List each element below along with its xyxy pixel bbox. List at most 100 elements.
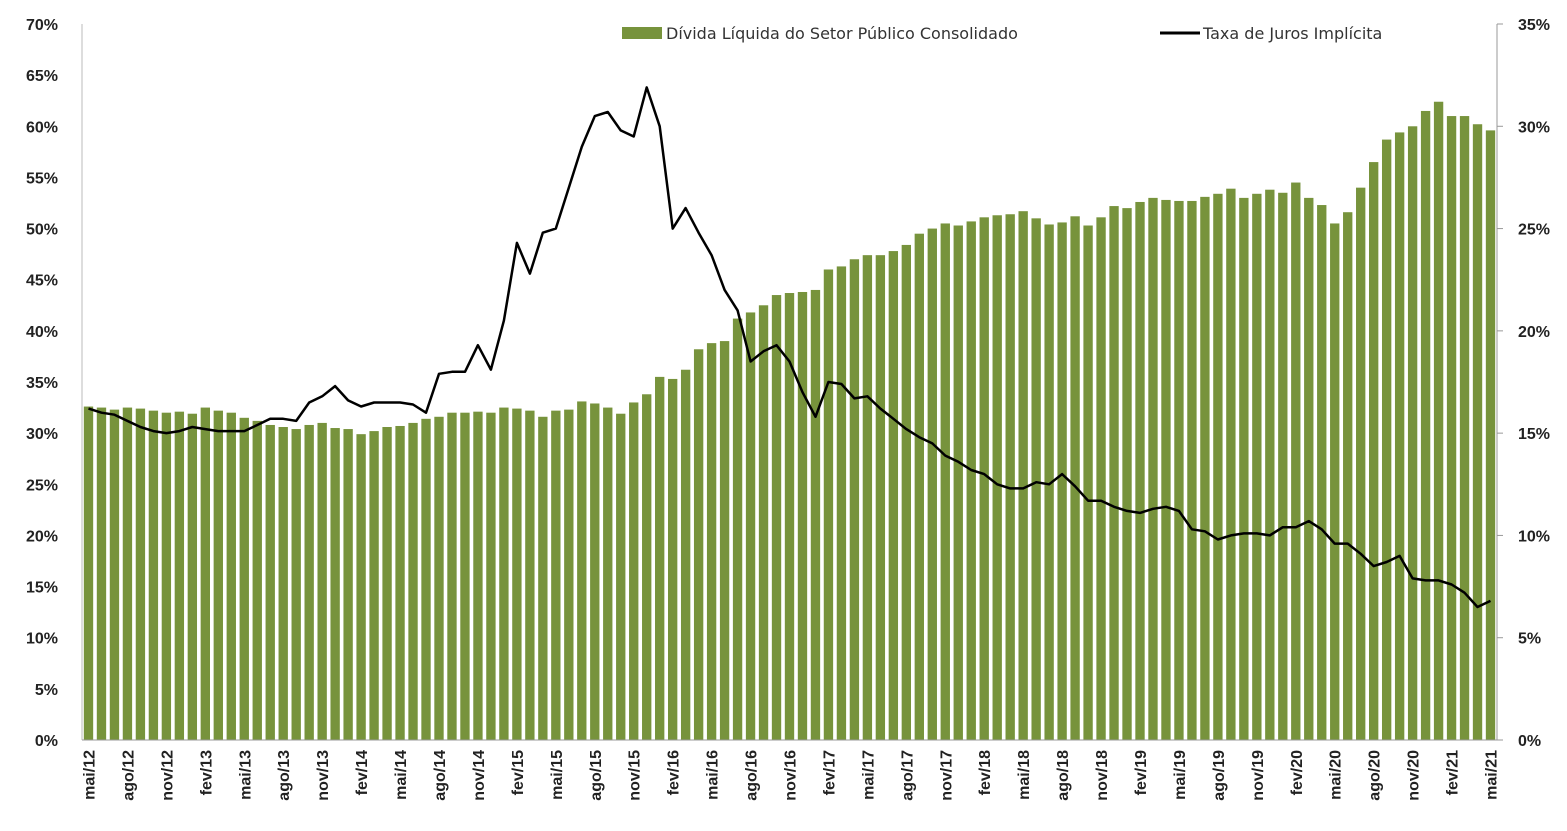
bar [148, 410, 159, 740]
bar [927, 228, 937, 741]
bar [577, 401, 587, 740]
bar [1472, 124, 1483, 741]
bar [499, 407, 509, 740]
legend-label: Taxa de Juros Implícita [1202, 24, 1382, 43]
bar [1343, 212, 1353, 741]
bar [1213, 193, 1223, 740]
bar [693, 349, 704, 740]
bar [239, 417, 249, 740]
bar [421, 418, 431, 740]
bar [1291, 182, 1301, 741]
x-tick-label: nov/17 [938, 750, 955, 801]
x-tick-label: ago/12 [120, 750, 137, 801]
y-tick-label: 5% [35, 682, 58, 699]
x-tick-label: fev/19 [1133, 750, 1150, 795]
bar [96, 407, 107, 740]
bar [745, 312, 756, 740]
bar [655, 376, 665, 740]
bar [1304, 197, 1314, 740]
x-tick-label: mai/20 [1328, 750, 1345, 800]
bar [1330, 223, 1340, 740]
bar [940, 223, 950, 740]
x-tick-label: fev/21 [1445, 750, 1462, 795]
bar [1005, 214, 1015, 740]
x-tick-label: fev/17 [821, 750, 838, 795]
bar [1057, 222, 1067, 741]
bar [525, 410, 535, 740]
bar [83, 406, 94, 740]
bar [706, 343, 717, 740]
x-tick-label: mai/16 [705, 750, 722, 800]
bar [1433, 101, 1444, 741]
bar [810, 289, 821, 740]
y-tick-label: 40% [26, 324, 58, 341]
bar [953, 225, 963, 740]
bar [771, 295, 782, 740]
bar [642, 394, 652, 740]
bar [1252, 193, 1262, 740]
x-tick-label: nov/15 [627, 750, 644, 801]
bar [226, 412, 236, 740]
bar [1083, 225, 1093, 740]
x-tick-label: ago/16 [744, 750, 761, 801]
bar [447, 412, 457, 740]
bar [1239, 197, 1249, 740]
bar [966, 221, 976, 740]
bar [667, 378, 678, 740]
bar [836, 266, 847, 740]
x-tick-label: mai/18 [1016, 750, 1033, 800]
x-tick-label: ago/13 [276, 750, 293, 801]
bar [460, 412, 470, 740]
legend-label: Dívida Líquida do Setor Público Consolid… [666, 24, 1018, 43]
x-tick-label: ago/17 [899, 750, 916, 801]
bar [122, 407, 133, 740]
bar [304, 424, 314, 740]
x-tick-label: mai/14 [393, 750, 410, 800]
x-tick-label: fev/20 [1289, 750, 1306, 795]
bar [1161, 199, 1171, 741]
bar [382, 427, 392, 740]
bar [161, 412, 172, 740]
bar [1200, 196, 1210, 740]
bar [603, 407, 613, 740]
y-tick-label: 20% [26, 528, 58, 545]
bar [616, 413, 626, 740]
x-tick-label: nov/20 [1406, 750, 1423, 801]
bar [1135, 201, 1145, 740]
bar [1018, 211, 1028, 740]
bar [356, 434, 366, 740]
bar [1148, 197, 1158, 740]
bar [330, 428, 340, 740]
legend-swatch-bars [622, 27, 662, 39]
bar [1174, 200, 1184, 740]
bar [213, 410, 223, 740]
bar [538, 416, 548, 740]
x-tick-label: nov/14 [471, 750, 488, 801]
bar [1044, 224, 1054, 741]
y-tick-label: 25% [26, 477, 58, 494]
y2-tick-label: 30% [1518, 119, 1550, 136]
x-tick-label: fev/14 [354, 750, 371, 795]
bar [135, 408, 146, 740]
bar [1109, 206, 1119, 740]
bar [109, 409, 120, 740]
bar [395, 425, 405, 740]
bar [551, 410, 561, 740]
bar [1226, 188, 1236, 740]
bar [369, 431, 379, 740]
x-tick-label: ago/18 [1055, 750, 1072, 801]
x-tick-label: fev/16 [666, 750, 683, 795]
bar [200, 407, 210, 740]
bar [473, 411, 483, 740]
bar [187, 413, 198, 740]
bar [278, 427, 288, 740]
y2-tick-label: 20% [1518, 324, 1550, 341]
bar [1317, 205, 1327, 740]
x-tick-label: fev/13 [198, 750, 215, 795]
x-tick-label: ago/20 [1367, 750, 1384, 801]
x-tick-label: mai/15 [549, 750, 566, 800]
bar [901, 244, 912, 741]
bar [1394, 132, 1405, 740]
x-tick-label: mai/13 [237, 750, 254, 800]
y-tick-label: 15% [26, 580, 58, 597]
